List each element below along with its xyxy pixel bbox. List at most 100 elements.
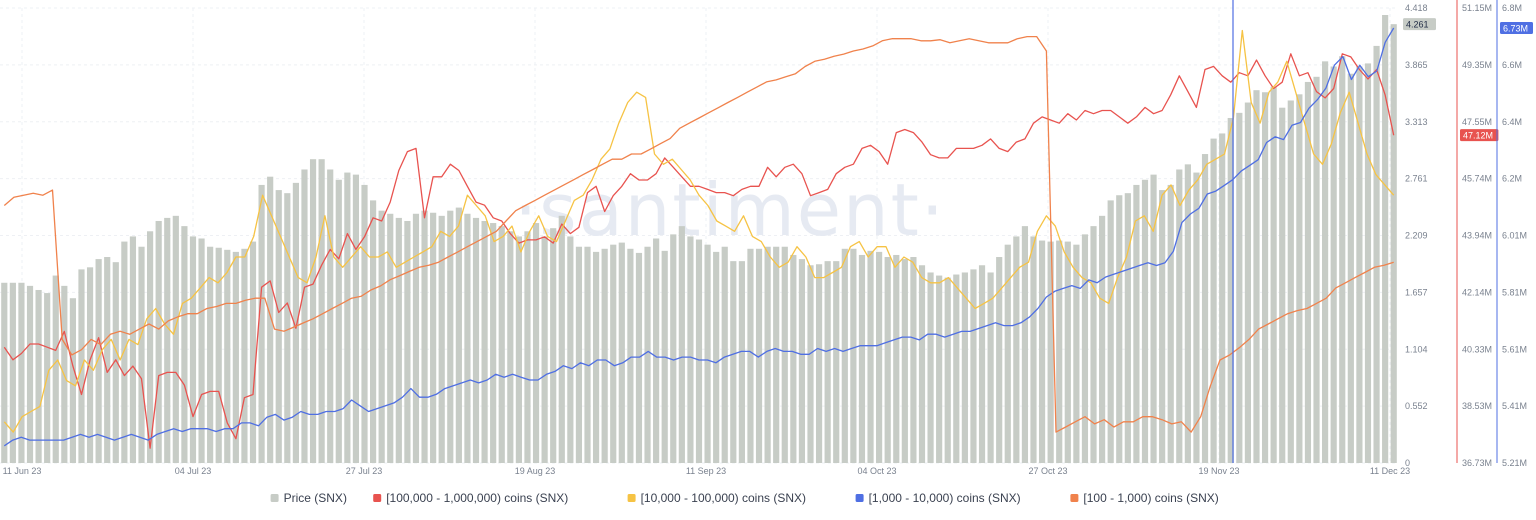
price-bar [26,285,34,463]
price-bar [455,207,462,463]
price-bar [953,274,960,463]
price-bar [841,248,848,463]
y-tick-label: 1.657 [1405,287,1428,297]
price-bar [893,254,900,463]
y-tick-label: 6.2M [1502,174,1522,184]
y-tick-label: 6.01M [1502,231,1527,241]
price-bar [1347,73,1354,464]
series-line [3,27,1395,447]
legend-item[interactable]: [1,000 - 10,000) coins (SNX) [855,491,1021,505]
price-bar [798,259,806,463]
price-bar [687,236,694,463]
price-bar [644,246,651,463]
price-bar [1056,240,1063,463]
y-tick-label: 36.73M [1462,458,1492,468]
price-bar [1021,226,1029,463]
price-bar [1073,244,1080,463]
price-bar [361,184,368,463]
legend-label: [100,000 - 1,000,000) coins (SNX) [386,491,568,505]
legend-item[interactable]: Price (SNX) [270,491,347,505]
price-bar [284,193,291,464]
legend-swatch [855,494,864,502]
price-bar [695,239,703,463]
price-bar [1004,244,1011,463]
price-bar [1013,236,1020,463]
x-tick-label: 19 Nov 23 [1198,466,1239,476]
price-bar [1373,45,1380,464]
price-bar [292,182,299,463]
legend-swatch [627,494,636,502]
y-tick-label: 6.4M [1502,117,1522,127]
price-bar [1270,87,1277,463]
price-bar [1296,94,1303,464]
price-bar [1193,172,1200,463]
current-value-label: 6.73M [1503,24,1528,34]
price-bar [1150,174,1157,463]
y-axes: 4.418 3.865 3.313 2.761 2.209 1.657 1.104 0.552… [1403,0,1533,468]
price-bar [215,247,222,463]
price-bar [370,200,377,463]
current-value-label: 4.261 [1406,20,1429,30]
price-bar [507,231,514,463]
price-bar [790,254,797,463]
price-bar [164,217,171,463]
x-tick-label: 11 Sep 23 [686,466,726,476]
legend-item[interactable]: [100,000 - 1,000,000) coins (SNX) [373,491,568,505]
price-bar [815,264,823,463]
price-bar [987,272,994,463]
price-bar [764,246,771,463]
price-bar [387,213,394,463]
current-value-label: 47.12M [1463,131,1493,141]
legend-item[interactable]: [100 - 1,000) coins (SNX) [1070,491,1219,505]
x-tick-label: 11 Jun 23 [3,466,42,476]
price-bar [1236,112,1243,463]
price-bar [1304,81,1312,463]
price-bar [198,238,205,463]
price-bar [52,275,59,463]
price-bar [936,275,943,463]
price-bar [738,261,745,463]
price-bar [189,236,197,463]
price-bar [1279,107,1286,463]
y-tick-label: 5.61M [1502,344,1527,354]
y-tick-label: 0.552 [1405,401,1428,411]
price-bar [1339,56,1346,463]
price-bar [327,169,334,464]
price-bar [876,251,883,463]
watermark: ·santiment· [514,168,946,252]
price-bar [129,236,137,463]
price-bar [78,269,85,463]
price-bar [918,265,926,463]
price-bar [635,252,643,463]
price-bar [241,248,248,463]
price-bar [1038,240,1046,463]
price-bar [104,257,111,463]
price-bar [172,215,179,463]
price-bar [344,172,351,463]
price-bar [35,289,42,463]
x-tick-label: 04 Oct 23 [857,466,896,476]
price-bar [1253,90,1260,464]
price-bar [18,282,25,463]
price-bar [481,220,488,463]
y-tick-label: 51.15M [1462,3,1492,13]
price-bar [224,249,231,463]
price-bar [1261,92,1269,464]
price-bar [121,241,128,463]
legend-item[interactable]: [10,000 - 100,000) coins (SNX) [627,491,806,505]
price-bar [704,244,711,463]
price-bar [207,246,214,463]
y-tick-label: 49.35M [1462,60,1492,70]
price-bar [258,184,265,463]
current-value-badge [1403,18,1436,31]
price-bar [447,210,454,463]
price-bar [86,267,94,463]
price-bar [301,169,308,464]
price-bar [1322,61,1329,463]
legend: Price (SNX) [100,000 - 1,000,000) coins (… [270,491,1219,505]
y-tick-label: 40.33M [1462,344,1492,354]
price-bar [438,215,445,463]
price-bar [404,220,411,463]
price-bar [1244,102,1251,463]
